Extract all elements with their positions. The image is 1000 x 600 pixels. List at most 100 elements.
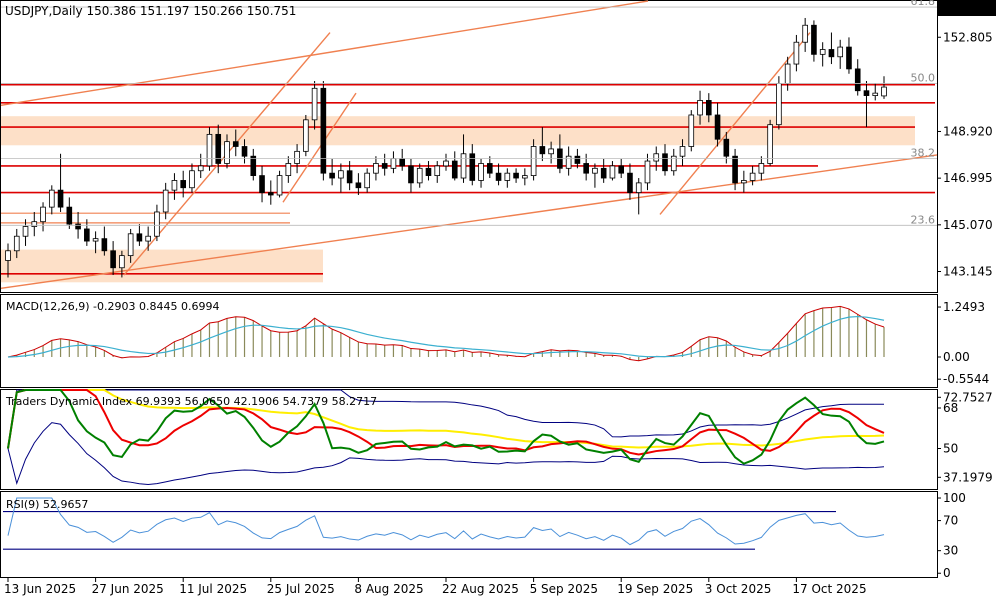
candle-body [741, 180, 747, 184]
candle-body [451, 160, 458, 179]
candle-body [635, 182, 642, 193]
candle-body [565, 155, 572, 169]
candle-body [522, 175, 528, 179]
candle-body [206, 133, 213, 167]
time-tick-label: 11 Jul 2025 [179, 582, 247, 596]
candle-body [197, 165, 204, 172]
price-tick-label: 145.070 [943, 218, 993, 232]
candle-body [329, 172, 335, 179]
candle-body [119, 255, 125, 269]
price-pane-frame [0, 0, 938, 293]
fib-label: 23.6 [911, 213, 936, 226]
candle-body [802, 24, 808, 43]
candle-body [408, 165, 414, 184]
macd-main-line [7, 305, 885, 362]
price-tick-label: 146.995 [943, 171, 993, 185]
candle-body [390, 158, 397, 169]
candle-body [57, 189, 64, 208]
candle-body [259, 175, 265, 193]
candle-body [276, 175, 283, 196]
candle-body [75, 223, 81, 230]
tdi-tick-label: 37.1979 [943, 470, 993, 484]
price-tick-label: 152.805 [943, 30, 993, 44]
candle-body [101, 238, 108, 252]
candle-body [346, 170, 353, 184]
tdi-market-base-line [7, 389, 885, 449]
candle-body [530, 146, 537, 177]
current-price-badge [938, 0, 996, 16]
candle-body [793, 41, 800, 65]
candle-body [267, 192, 274, 196]
candle-body [425, 167, 432, 176]
fib-label: 50.0 [911, 71, 936, 84]
candle-body [837, 46, 844, 58]
candle-body [618, 165, 625, 174]
candle-body [434, 165, 441, 176]
candle-body [364, 172, 370, 189]
candle-body [232, 141, 239, 147]
rsi-tick-label: 30 [943, 544, 958, 558]
candle-body [846, 46, 852, 70]
candle-body [504, 172, 511, 181]
candle-body [311, 87, 318, 121]
fib-label: 38.2 [911, 147, 936, 160]
candle-body [469, 153, 476, 181]
candle-body [338, 170, 344, 179]
time-axis: 13 Jun 2025 27 Jun 2025 11 Jul 2025 25 Jul … [4, 578, 867, 596]
current-price-label: 150.751 [942, 0, 992, 3]
candle-body [705, 100, 712, 116]
candle-body [863, 90, 870, 96]
tdi-tick-label: 72.7527 [943, 390, 993, 404]
rsi-pane-frame [0, 491, 938, 578]
tdi-tick-label: 50 [943, 442, 958, 456]
resistance-zone [1, 116, 915, 146]
candle-body [303, 119, 309, 152]
candle-body [320, 87, 327, 174]
tdi-upper-band [7, 389, 885, 449]
candle-body [48, 189, 55, 208]
candle-body [40, 206, 46, 223]
candle-body [592, 167, 598, 174]
candle-body [872, 92, 879, 96]
candle-body [881, 86, 887, 97]
tdi-price-line [7, 389, 885, 465]
candle-body [22, 226, 29, 237]
candle-body [609, 165, 616, 179]
candle-body [373, 163, 379, 174]
rsi-indicator: 100 70 30 0 [3, 491, 966, 580]
candle-body [767, 124, 773, 164]
tdi-signal-line [7, 389, 885, 456]
candle-body [399, 158, 406, 167]
fibonacci-levels: 61.8 50.0 38.2 23.6 [1, 0, 937, 226]
time-tick-label: 3 Oct 2025 [705, 582, 772, 596]
candle-body [513, 172, 519, 179]
tdi-tick-label: 68 [943, 401, 958, 415]
rsi-tick-label: 0 [943, 566, 951, 580]
rsi-tick-label: 100 [943, 491, 966, 505]
candle-body [749, 172, 756, 181]
candle-body [486, 163, 493, 174]
candle-body [171, 180, 178, 191]
pane-frames [0, 0, 938, 578]
channel-lower-line [0, 154, 938, 290]
candle-body [250, 155, 257, 176]
candle-body [478, 163, 484, 181]
price-axis: 152.805 148.920 146.995 145.070 143.145 150.7… [937, 0, 996, 279]
candle-body [776, 83, 782, 126]
tdi-label: Traders Dynamic Index 69.9393 56.0650 42… [5, 395, 377, 408]
candle-body [539, 146, 546, 155]
candle-body [653, 153, 660, 162]
candle-body [154, 211, 160, 237]
candle-body [662, 153, 668, 172]
time-tick-label: 19 Sep 2025 [617, 582, 693, 596]
candle-body [224, 141, 230, 164]
candle-body [854, 68, 861, 92]
candle-body [355, 182, 362, 189]
candle-body [583, 163, 589, 174]
candle-body [495, 172, 502, 181]
time-tick-label: 13 Jun 2025 [4, 582, 76, 596]
candle-body [443, 160, 449, 167]
macd-pane-frame [0, 294, 938, 388]
macd-indicator: 1.2493 0.00 -0.5544 [7, 300, 989, 386]
